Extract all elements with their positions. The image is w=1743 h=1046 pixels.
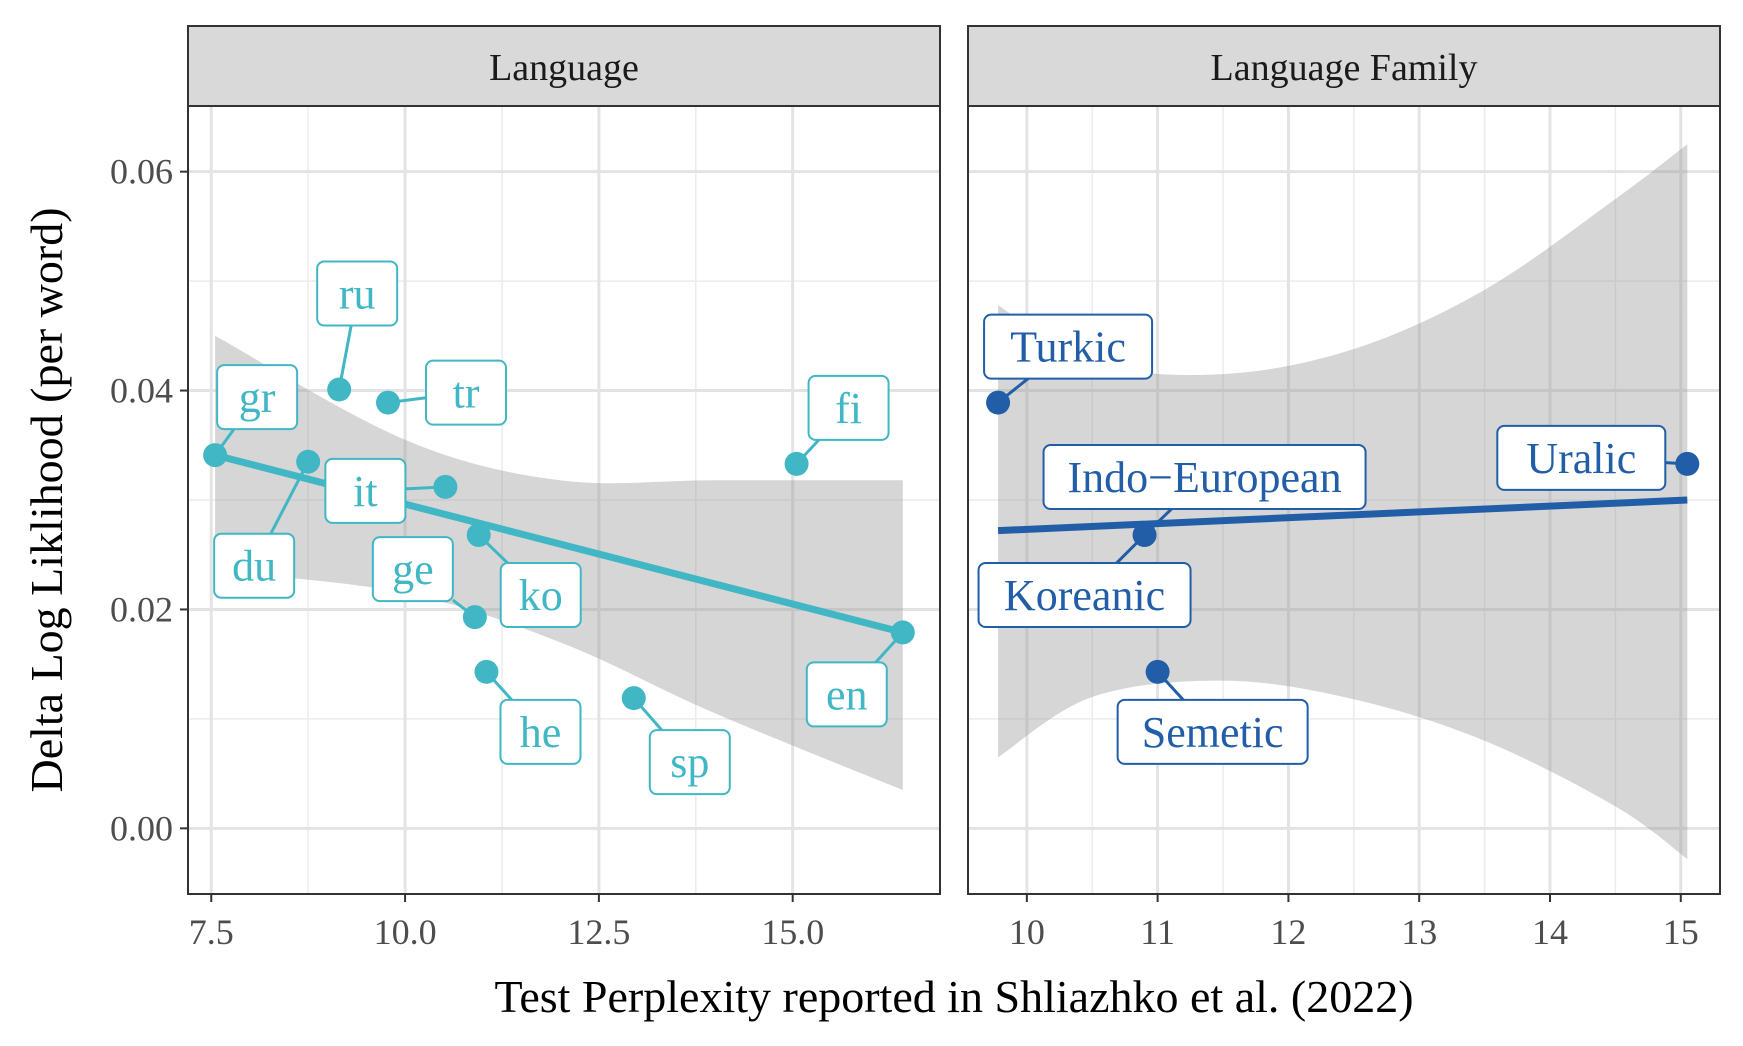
- point-label: Koreanic: [1004, 571, 1165, 620]
- point-label-box: [216, 364, 299, 431]
- panel-language-family: Language Family Turkic Indo−European Korea…: [967, 25, 1721, 952]
- point-label-box: [213, 532, 296, 599]
- point-label: Uralic: [1526, 434, 1636, 483]
- point-label: tr: [453, 369, 480, 418]
- point-label: he: [520, 708, 562, 757]
- data-point: [1145, 659, 1170, 684]
- panel-language-family-border: [967, 105, 1721, 895]
- point-label-box: [1042, 444, 1367, 511]
- point-label: it: [353, 467, 377, 516]
- point-labels: gr du ru tr it ko ge he sp fi en: [213, 260, 904, 796]
- point-label-box: [807, 374, 890, 441]
- panel-language-points: gr du ru tr it ko ge he sp fi en: [203, 260, 915, 796]
- x-tick-label: 12.5: [567, 912, 630, 952]
- point-label-box: [324, 457, 407, 524]
- point-label: ru: [339, 269, 376, 318]
- y-tick-label: 0.02: [110, 589, 173, 629]
- regression-line: [997, 496, 1688, 535]
- x-tick-label: 15.0: [761, 912, 824, 952]
- point-label-box: [977, 562, 1192, 629]
- point-label: sp: [670, 738, 709, 787]
- x-tick-label: 13: [1401, 912, 1437, 952]
- panel-language-grid: [188, 106, 940, 894]
- point-label-box: [499, 562, 582, 629]
- point-label: Semetic: [1142, 708, 1284, 757]
- panel-language-strip: [187, 25, 941, 107]
- x-tick-label: 7.5: [189, 912, 234, 952]
- x-tick-label: 15: [1663, 912, 1699, 952]
- data-point: [784, 451, 809, 476]
- x-tick-label: 12: [1270, 912, 1306, 952]
- point-label-box: [648, 729, 731, 796]
- data-point: [466, 523, 491, 548]
- point-label-box: [371, 536, 454, 603]
- y-axis-title: Delta Log Liklihood (per word): [21, 207, 72, 792]
- label-connector: [269, 461, 310, 535]
- x-tick-label: 11: [1140, 912, 1175, 952]
- panel-language-family-strip: [967, 25, 1721, 107]
- point-label: fi: [835, 384, 862, 433]
- x-tick-label: 10.0: [374, 912, 437, 952]
- data-point: [1675, 451, 1700, 476]
- point-label: gr: [239, 373, 276, 422]
- y-tick-label: 0.04: [110, 371, 173, 411]
- point-label: Indo−European: [1068, 453, 1342, 502]
- data-point: [986, 390, 1011, 415]
- data-point: [296, 449, 321, 474]
- panel-language-family-x-axis: 10 11 12 13 14 15: [1009, 894, 1699, 952]
- point-label: ko: [519, 571, 563, 620]
- point-label: Turkic: [1010, 323, 1126, 372]
- x-tick-label: 14: [1532, 912, 1568, 952]
- y-tick-label: 0.00: [110, 808, 173, 848]
- x-axis-title: Test Perplexity reported in Shliazhko et…: [494, 971, 1413, 1022]
- panel-language-border: [187, 105, 941, 895]
- data-point: [376, 390, 401, 415]
- point-label-box: [805, 661, 888, 728]
- x-tick-label: 10: [1009, 912, 1045, 952]
- point-label-box: [983, 313, 1154, 380]
- data-point: [327, 377, 352, 402]
- point-labels: Turkic Indo−European Koreanic Semetic Uralic: [977, 313, 1688, 765]
- point-label: du: [232, 542, 276, 591]
- point-label-box: [316, 260, 399, 327]
- data-point: [621, 686, 646, 711]
- point-label-box: [1116, 698, 1309, 765]
- point-label-box: [1496, 424, 1667, 491]
- panel-language-family-points: Turkic Indo−European Koreanic Semetic Uralic: [977, 313, 1700, 765]
- point-label-box: [425, 359, 508, 426]
- point-label-box: [499, 698, 582, 765]
- point-label: ge: [392, 545, 434, 594]
- y-tick-label: 0.06: [110, 152, 173, 192]
- panel-language-family-fit: [997, 496, 1688, 535]
- panel-language: Language gr du ru tr it ko ge he sp fi en 7.5 10.0 1…: [187, 25, 941, 952]
- data-point: [1132, 523, 1157, 548]
- panel-language-strip-label: Language: [489, 47, 639, 89]
- panel-language-family-strip-label: Language Family: [1211, 47, 1478, 89]
- data-point: [890, 620, 915, 645]
- data-point: [474, 659, 499, 684]
- data-point: [462, 605, 487, 630]
- data-point: [203, 443, 228, 468]
- panel-language-x-axis: 7.5 10.0 12.5 15.0: [189, 894, 824, 952]
- data-point: [433, 474, 458, 499]
- y-axis: 0.00 0.02 0.04 0.06: [110, 152, 188, 848]
- point-label: en: [826, 670, 868, 719]
